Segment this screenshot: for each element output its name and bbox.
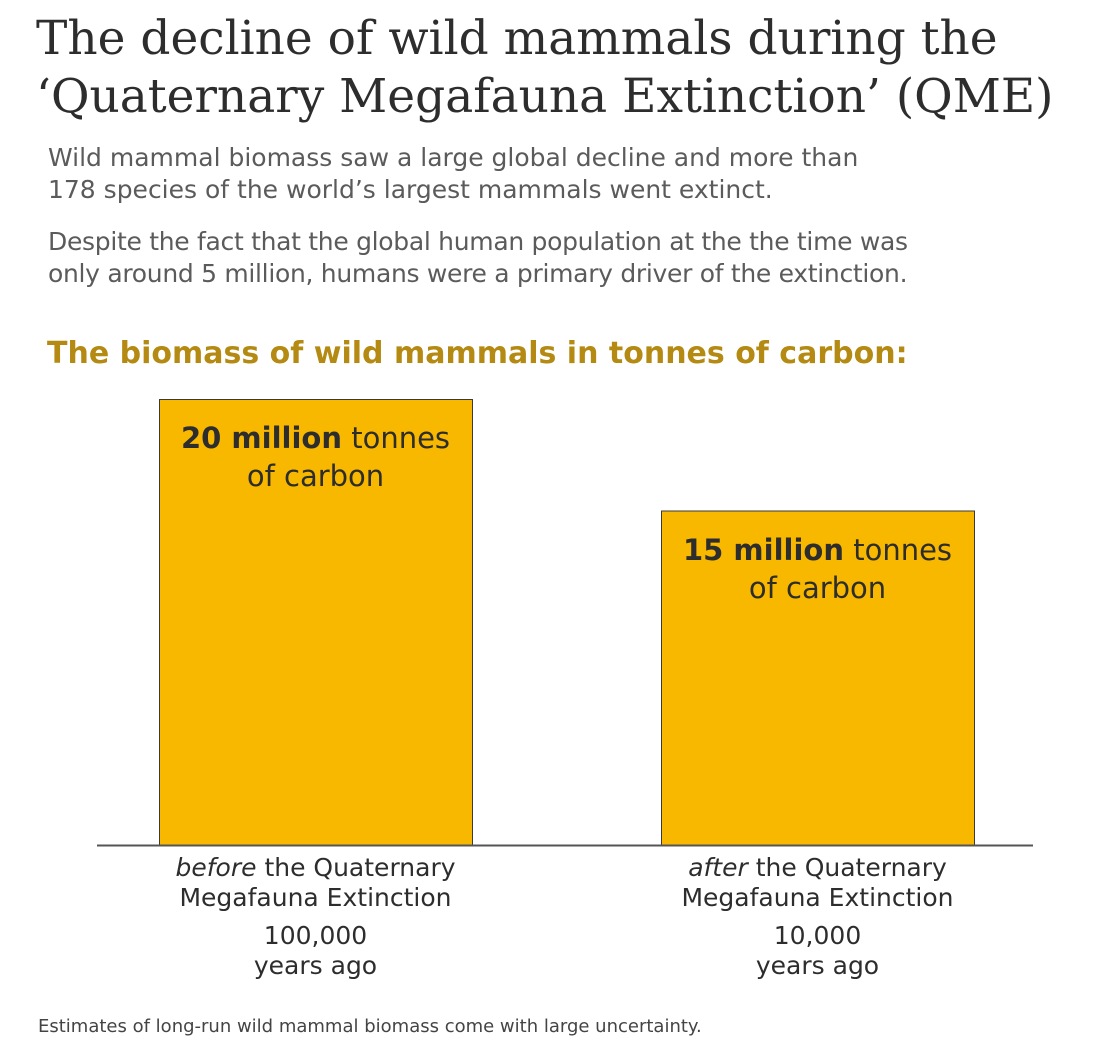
bar-label-before-value: 20 million — [180, 421, 342, 455]
category-after-emph: after — [688, 853, 748, 882]
category-after-years-suffix: years ago — [755, 951, 880, 980]
category-before-emph: before — [175, 853, 257, 882]
category-after-rest: the Quaternary — [755, 853, 947, 882]
category-before-years: 100,000 — [263, 921, 368, 950]
chart-title-main: The decline of wild mammals during the ‘… — [36, 10, 1096, 126]
category-after-line2: Megafauna Extinction — [681, 883, 954, 912]
bar-label-after-value: 15 million — [682, 532, 844, 567]
bar-label-before: 20 million tonnes of carbon — [159, 419, 472, 495]
subtitle-paragraph-2: Despite the fact that the global human p… — [48, 226, 1108, 290]
subtitle-2-line-2: only around 5 million, humans were a pri… — [48, 259, 908, 288]
bar-label-before-line2: of carbon — [246, 459, 385, 493]
subtitle-1-line-2: 178 species of the world’s largest mamma… — [48, 175, 773, 204]
bar-label-after-unit: tonnes — [853, 532, 953, 567]
category-label-before: before the Quaternary Megafauna Extincti… — [119, 853, 512, 981]
bar-label-before-unit: tonnes — [351, 421, 451, 455]
title-line-1: The decline of wild mammals during the — [36, 11, 998, 66]
category-before-years-suffix: years ago — [253, 951, 378, 980]
category-before-line2: Megafauna Extinction — [179, 883, 452, 912]
bar-after — [661, 510, 975, 846]
bar-label-after-line2: of carbon — [748, 570, 887, 605]
footnote: Estimates of long-run wild mammal biomas… — [38, 1016, 702, 1037]
subtitle-paragraph-1: Wild mammal biomass saw a large global d… — [48, 142, 1108, 206]
bar-before — [159, 399, 473, 846]
category-after-years: 10,000 — [773, 921, 862, 950]
subtitle-2-line-1: Despite the fact that the global human p… — [48, 227, 908, 256]
category-label-after: after the Quaternary Megafauna Extinctio… — [621, 853, 1014, 981]
bar-label-after: 15 million tonnes of carbon — [661, 531, 974, 607]
title-line-2: ‘Quaternary Megafauna Extinction’ (QME) — [36, 69, 1054, 124]
category-before-rest: the Quaternary — [264, 853, 456, 882]
chart-subtitle: The biomass of wild mammals in tonnes of… — [47, 336, 908, 371]
subtitle-1-line-1: Wild mammal biomass saw a large global d… — [48, 143, 859, 172]
